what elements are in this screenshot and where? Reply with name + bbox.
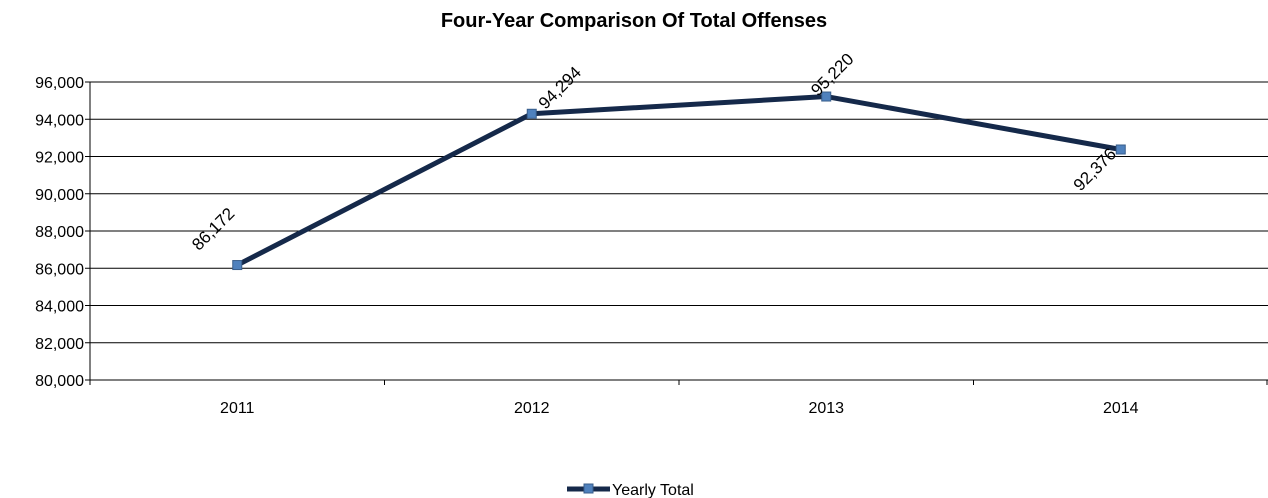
- legend: Yearly Total: [567, 482, 694, 498]
- x-axis-ticks: 2011 2012 2013 2014: [220, 400, 1139, 417]
- y-axis-ticks: 80,000 82,000 84,000 86,000 88,000 90,000 92,0…: [35, 75, 84, 390]
- x-tick-label: 2012: [514, 400, 550, 417]
- axes: [85, 81, 1268, 385]
- x-tick-label: 2013: [808, 400, 844, 417]
- gridlines: [90, 81, 1268, 344]
- data-point-marker: [1115, 144, 1126, 155]
- y-tick-label: 92,000: [35, 150, 84, 167]
- y-tick-label: 88,000: [35, 224, 84, 241]
- y-tick-label: 86,000: [35, 261, 84, 278]
- y-tick-label: 94,000: [35, 112, 84, 129]
- x-tick-label: 2014: [1103, 400, 1139, 417]
- data-label: 86,172: [188, 204, 238, 254]
- legend-marker-swatch: [583, 483, 594, 494]
- x-tick-label: 2011: [220, 400, 255, 417]
- data-point-marker: [232, 260, 243, 271]
- series-line: [236, 94, 1122, 268]
- y-tick-label: 96,000: [35, 75, 84, 92]
- y-tick-label: 84,000: [35, 299, 84, 316]
- data-label: 95,220: [807, 50, 857, 100]
- data-label: 94,294: [535, 63, 585, 113]
- y-tick-label: 80,000: [35, 373, 84, 390]
- series-yearly-total: 86,172 94,294 95,220 92,376: [188, 50, 1126, 271]
- data-point-marker: [526, 108, 537, 119]
- y-tick-label: 82,000: [35, 336, 84, 353]
- data-point-marker: [821, 91, 832, 102]
- data-label: 92,376: [1070, 145, 1120, 195]
- y-tick-label: 90,000: [35, 187, 84, 204]
- chart-title: Four-Year Comparison Of Total Offenses: [441, 10, 827, 32]
- legend-label-yearly-total: Yearly Total: [612, 482, 694, 498]
